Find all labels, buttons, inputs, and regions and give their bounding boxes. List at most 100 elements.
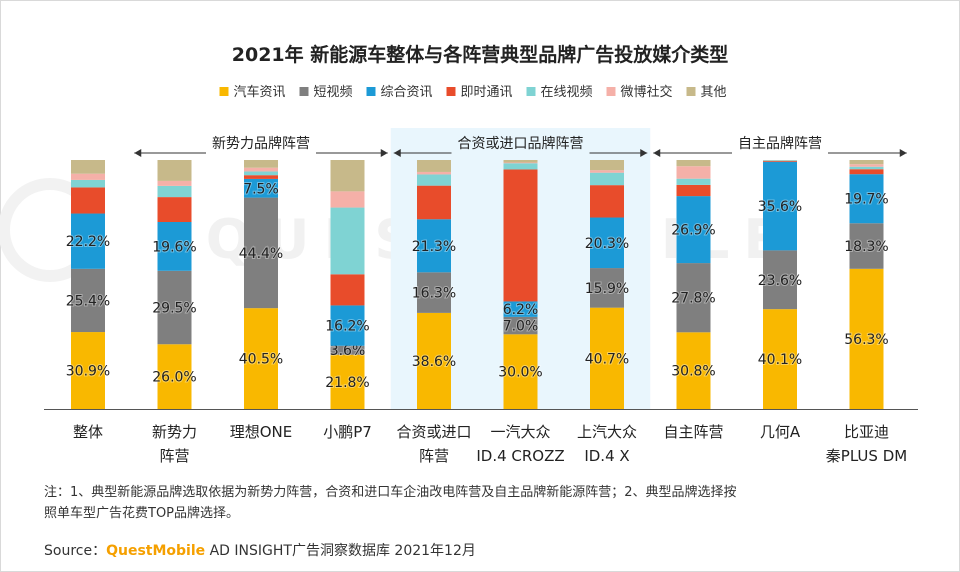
bar-segment-8-0	[763, 309, 797, 409]
bar-segment-0-5	[71, 173, 105, 180]
bar-segment-6-5	[590, 170, 624, 173]
category-label-1-0: 新势力	[152, 423, 197, 441]
bar-segment-1-6	[157, 160, 192, 181]
bar-segment-7-2	[676, 196, 711, 264]
data-label-8-0: 40.1%	[758, 352, 802, 368]
legend-label-0: 汽车资讯	[234, 84, 286, 100]
legend-label-4: 在线视频	[541, 85, 593, 100]
bar-segment-2-1	[244, 197, 278, 309]
data-label-9-1: 18.3%	[844, 239, 888, 255]
category-label-9-0: 比亚迪	[844, 423, 889, 441]
bar-segment-9-4	[849, 166, 884, 170]
bar-segment-6-1	[590, 268, 624, 308]
bar-segment-4-3	[417, 185, 451, 220]
bar-segment-4-6	[417, 160, 451, 172]
data-label-9-0: 56.3%	[844, 332, 888, 348]
footnote-line-2: 照单车型广告花费TOP品牌选择。	[44, 506, 240, 521]
bar-segment-5-1	[503, 316, 538, 335]
bar-segment-1-3	[157, 197, 192, 223]
bar-segment-3-1	[330, 345, 365, 355]
bar-segment-4-2	[417, 219, 451, 273]
bar-segment-1-5	[157, 180, 192, 186]
bar-segment-3-4	[330, 207, 365, 275]
legend-label-3: 即时通讯	[461, 85, 513, 100]
bar-segment-0-1	[71, 268, 105, 333]
data-label-2-1: 44.4%	[239, 246, 283, 262]
bar-segment-0-3	[71, 187, 105, 214]
data-label-0-2: 22.2%	[66, 234, 110, 250]
chart-title: 2021年 新能源车整体与各阵营典型品牌广告投放媒介类型	[232, 43, 729, 66]
data-label-3-2: 16.2%	[325, 319, 369, 335]
category-label-6-1: ID.4 X	[584, 447, 629, 465]
legend-label-6: 其他	[701, 85, 727, 100]
bar-segment-7-6	[676, 160, 711, 167]
bar-segment-4-5	[417, 171, 451, 175]
data-label-7-1: 27.8%	[671, 291, 715, 307]
bar-segment-6-3	[590, 185, 624, 218]
group-label-bg-2	[732, 143, 828, 163]
group-label-bg-1	[451, 143, 590, 163]
bar-segment-5-4	[503, 163, 538, 170]
bar-segment-1-4	[157, 185, 192, 198]
bar-segment-3-0	[330, 354, 365, 409]
data-label-3-0: 21.8%	[325, 375, 369, 391]
legend-swatch-6	[686, 87, 696, 96]
group-label-bg-0	[206, 143, 316, 163]
data-label-0-0: 30.9%	[66, 364, 110, 380]
bar-segment-9-2	[849, 174, 884, 224]
data-label-5-2: 6.2%	[503, 302, 539, 318]
legend-swatch-2	[366, 87, 376, 96]
bar-segment-7-1	[676, 263, 711, 333]
bar-segment-1-0	[157, 344, 192, 409]
category-label-2-0: 理想ONE	[230, 423, 293, 441]
legend-swatch-4	[526, 87, 536, 96]
bar-segment-6-0	[590, 307, 624, 409]
group-arrow-right-1	[640, 149, 648, 157]
group-arrow-left-0	[134, 149, 142, 157]
legend-swatch-1	[299, 87, 309, 96]
source-brand: QuestMobile	[106, 543, 206, 559]
bar-segment-1-1	[157, 270, 192, 345]
bar-segment-0-0	[71, 332, 105, 409]
footnote-line-1: 注：1、典型新能源品牌选取依据为新势力阵营，合资和进口车企油改电阵营及自主品牌新…	[44, 485, 737, 500]
bar-segment-9-5	[849, 164, 884, 167]
bar-segment-9-3	[849, 169, 884, 175]
bar-segment-2-5	[244, 167, 278, 172]
bar-segment-5-6	[503, 160, 538, 163]
category-label-4-1: 阵营	[419, 447, 449, 465]
legend-label-2: 综合资讯	[381, 85, 433, 100]
data-label-1-0: 26.0%	[152, 370, 196, 386]
data-label-2-2: 7.5%	[243, 181, 279, 197]
legend-swatch-0	[219, 87, 229, 96]
data-label-5-1: 7.0%	[503, 319, 539, 335]
bar-segment-9-1	[849, 223, 884, 269]
data-label-8-2: 35.6%	[758, 199, 802, 215]
category-label-4-0: 合资或进口	[396, 423, 471, 441]
legend-label-1: 短视频	[314, 85, 353, 100]
group-arrow-left-1	[393, 149, 401, 157]
data-label-3-1: 3.6%	[330, 343, 366, 359]
bar-segment-6-4	[590, 172, 624, 186]
bar-segment-5-0	[503, 334, 538, 409]
bar-segment-3-5	[330, 191, 365, 208]
bar-segment-9-0	[849, 268, 884, 409]
bar-segment-2-4	[244, 171, 278, 176]
category-label-5-1: ID.4 CROZZ	[476, 447, 564, 465]
bar-segment-8-3	[763, 160, 797, 162]
bar-segment-5-2	[503, 301, 538, 317]
bar-segment-3-2	[330, 305, 365, 346]
data-label-8-1: 23.6%	[758, 273, 802, 289]
bar-segment-6-2	[590, 217, 624, 269]
category-label-9-1: 秦PLUS DM	[826, 447, 907, 465]
category-label-5-0: 一汽大众	[490, 423, 550, 441]
bar-segment-5-3	[503, 169, 538, 302]
source-prefix: Source：	[44, 543, 107, 559]
bar-segment-9-6	[849, 160, 884, 165]
bar-segment-2-3	[244, 175, 278, 179]
bar-segment-2-0	[244, 308, 278, 409]
bar-segment-1-2	[157, 222, 192, 271]
group-label-1: 合资或进口品牌阵营	[458, 135, 584, 152]
category-label-0-0: 整体	[73, 423, 103, 441]
group-label-0: 新势力品牌阵营	[212, 135, 310, 152]
category-label-8-0: 几何A	[760, 423, 801, 441]
